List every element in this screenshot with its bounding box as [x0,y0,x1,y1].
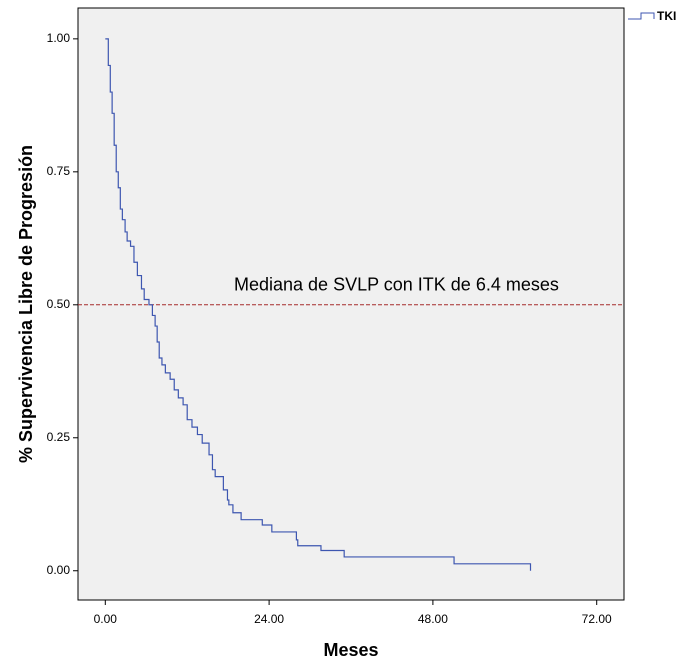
x-axis-title: Meses [323,640,378,660]
x-tick-label: 24.00 [254,612,284,626]
x-tick-label: 72.00 [582,612,612,626]
y-tick-label: 0.75 [47,164,71,178]
survival-line [105,38,532,571]
y-tick-label: 0.50 [47,297,71,311]
y-axis-title: % Supervivencia Libre de Progresión [16,145,36,463]
legend-label: TKI [657,9,676,23]
plot-area [77,7,625,601]
annotation: Mediana de SVLP con ITK de 6.4 meses [234,275,559,295]
x-tick-label: 48.00 [418,612,448,626]
x-tick-label: 0.00 [94,612,118,626]
y-tick-label: 0.25 [47,430,71,444]
legend-swatch [628,12,655,20]
y-tick-label: 1.00 [47,31,71,45]
y-tick-label: 0.00 [47,563,71,577]
